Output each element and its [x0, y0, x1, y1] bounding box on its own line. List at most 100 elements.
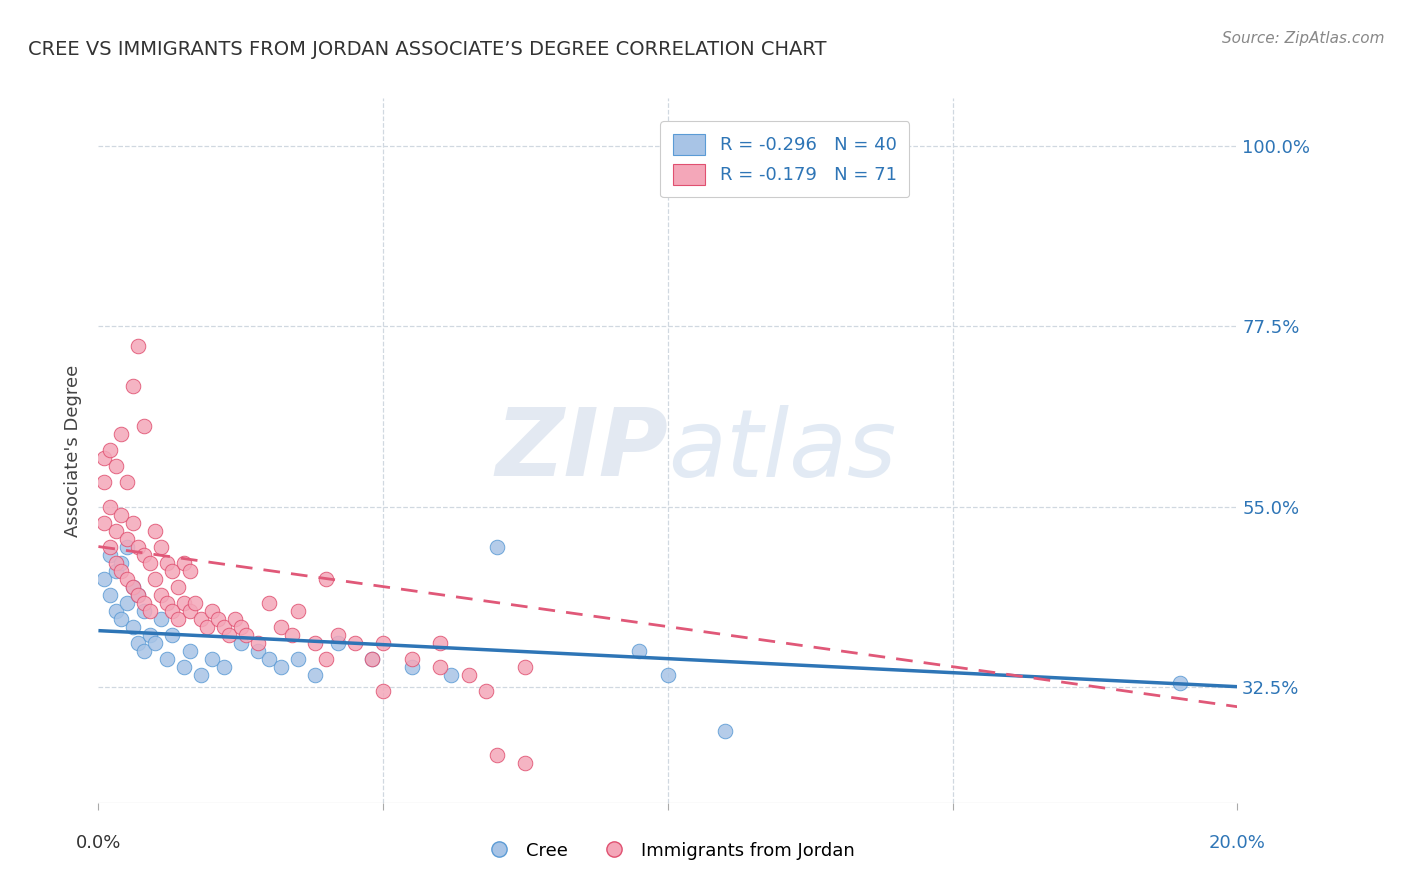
Point	[1170, 675, 1192, 690]
Legend: Cree, Immigrants from Jordan: Cree, Immigrants from Jordan	[474, 835, 862, 867]
Y-axis label: Associate's Degree: Associate's Degree	[65, 364, 83, 537]
Point	[429, 659, 451, 673]
Point	[343, 635, 366, 649]
Legend: R = -0.296   N = 40, R = -0.179   N = 71: R = -0.296 N = 40, R = -0.179 N = 71	[661, 121, 910, 197]
Point	[270, 659, 292, 673]
Point	[162, 604, 184, 618]
Point	[287, 651, 309, 665]
Point	[115, 540, 138, 554]
Point	[150, 540, 173, 554]
Point	[714, 723, 737, 738]
Point	[173, 596, 195, 610]
Point	[115, 596, 138, 610]
Point	[104, 564, 127, 578]
Point	[628, 643, 651, 657]
Point	[132, 419, 155, 434]
Point	[93, 572, 115, 586]
Point	[138, 604, 160, 618]
Point	[162, 564, 184, 578]
Point	[145, 524, 167, 538]
Point	[229, 619, 252, 633]
Text: Source: ZipAtlas.com: Source: ZipAtlas.com	[1222, 31, 1385, 46]
Point	[121, 516, 143, 530]
Point	[121, 619, 143, 633]
Point	[115, 572, 138, 586]
Point	[270, 619, 292, 633]
Point	[373, 635, 395, 649]
Point	[246, 643, 269, 657]
Point	[162, 627, 184, 641]
Point	[156, 596, 179, 610]
Point	[201, 651, 224, 665]
Point	[184, 596, 207, 610]
Point	[93, 451, 115, 466]
Point	[121, 580, 143, 594]
Point	[145, 572, 167, 586]
Text: ZIP: ZIP	[495, 404, 668, 497]
Point	[486, 540, 509, 554]
Point	[173, 556, 195, 570]
Point	[360, 651, 382, 665]
Text: 20.0%: 20.0%	[1209, 834, 1265, 852]
Point	[138, 556, 160, 570]
Point	[121, 580, 143, 594]
Point	[150, 612, 173, 626]
Point	[98, 588, 121, 602]
Point	[401, 659, 423, 673]
Point	[173, 659, 195, 673]
Point	[515, 659, 537, 673]
Point	[179, 604, 201, 618]
Point	[259, 651, 281, 665]
Point	[657, 667, 679, 681]
Point	[145, 635, 167, 649]
Point	[429, 635, 451, 649]
Point	[515, 756, 537, 770]
Point	[132, 548, 155, 562]
Point	[110, 508, 132, 522]
Point	[104, 524, 127, 538]
Point	[110, 427, 132, 442]
Point	[179, 643, 201, 657]
Point	[132, 604, 155, 618]
Text: atlas: atlas	[668, 405, 896, 496]
Point	[287, 604, 309, 618]
Point	[127, 635, 149, 649]
Point	[115, 532, 138, 546]
Point	[486, 747, 509, 762]
Point	[195, 619, 218, 633]
Point	[132, 596, 155, 610]
Point	[440, 667, 463, 681]
Point	[127, 540, 149, 554]
Point	[156, 556, 179, 570]
Point	[132, 643, 155, 657]
Point	[167, 612, 190, 626]
Point	[104, 604, 127, 618]
Point	[315, 651, 337, 665]
Point	[259, 596, 281, 610]
Point	[121, 379, 143, 393]
Point	[190, 612, 212, 626]
Point	[138, 627, 160, 641]
Point	[304, 667, 326, 681]
Point	[474, 683, 496, 698]
Point	[360, 651, 382, 665]
Point	[98, 500, 121, 514]
Point	[98, 443, 121, 458]
Point	[224, 612, 246, 626]
Point	[229, 635, 252, 649]
Point	[104, 459, 127, 474]
Point	[110, 564, 132, 578]
Point	[326, 635, 349, 649]
Point	[98, 540, 121, 554]
Point	[179, 564, 201, 578]
Point	[304, 635, 326, 649]
Point	[104, 556, 127, 570]
Point	[190, 667, 212, 681]
Point	[281, 627, 304, 641]
Point	[212, 659, 235, 673]
Point	[93, 516, 115, 530]
Text: 0.0%: 0.0%	[76, 834, 121, 852]
Point	[401, 651, 423, 665]
Point	[110, 612, 132, 626]
Point	[150, 588, 173, 602]
